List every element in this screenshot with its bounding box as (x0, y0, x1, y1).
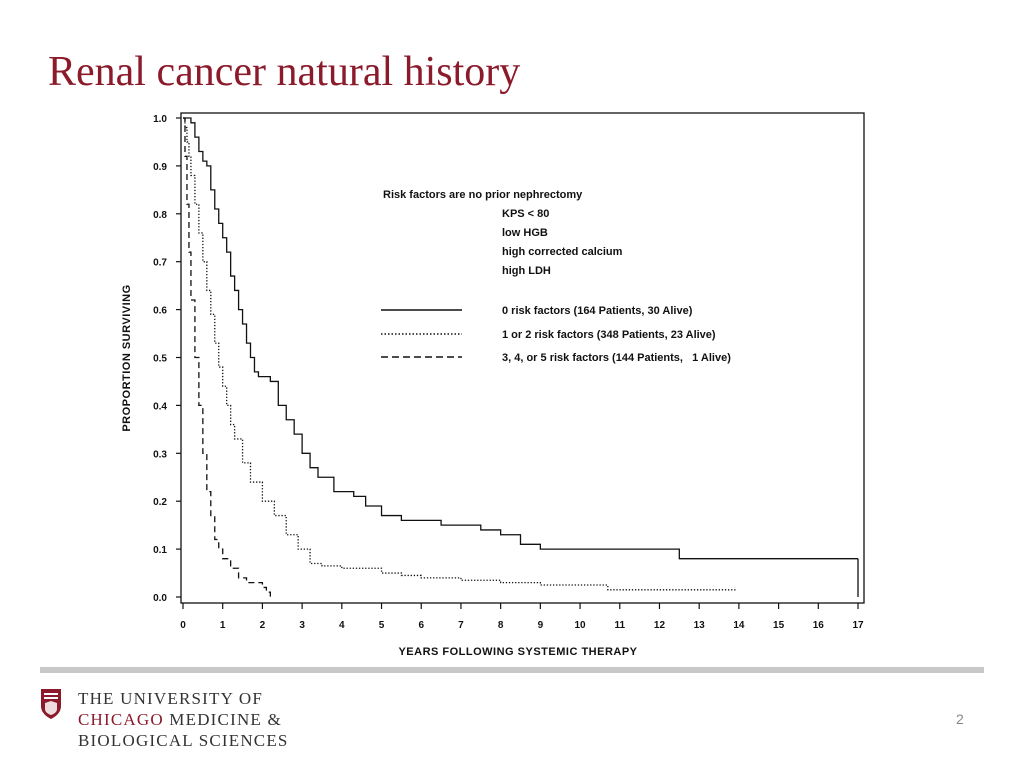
institution-line-2: CHICAGO MEDICINE & (78, 709, 289, 730)
x-tick-label: 0 (180, 620, 186, 631)
x-tick-label: 2 (260, 620, 266, 631)
x-tick-label: 6 (418, 620, 424, 631)
legend-entry-0-risk: 0 risk factors (164 Patients, 30 Alive) (502, 305, 693, 317)
x-tick-label: 9 (538, 620, 544, 631)
legend-header-line-4: high corrected calcium (502, 246, 623, 258)
y-tick-label: 0.6 (153, 306, 167, 317)
x-tick-label: 7 (458, 620, 464, 631)
x-tick-label: 10 (574, 620, 586, 631)
footer-divider (40, 667, 984, 673)
university-shield-icon (41, 689, 61, 719)
institution-line-3: BIOLOGICAL SCIENCES (78, 731, 289, 750)
x-tick-label: 15 (773, 620, 785, 631)
y-tick-label: 1.0 (153, 114, 167, 125)
institution-name: THE UNIVERSITY OF CHICAGO MEDICINE & BIO… (78, 688, 289, 751)
x-axis-title: YEARS FOLLOWING SYSTEMIC THERAPY (398, 646, 637, 658)
x-tick-label: 11 (614, 620, 625, 631)
institution-line-1: THE UNIVERSITY OF (78, 689, 264, 708)
survival-chart: 0 1 2 3 4 5 6 7 8 9 10 11 12 13 14 15 16 170.00.10.20.30.… (121, 112, 865, 658)
x-tick-label: 17 (852, 620, 864, 631)
series-lines (183, 117, 859, 597)
x-tick-label: 8 (498, 620, 504, 631)
series-line-dashed (183, 117, 272, 597)
legend-entry-3-5-risk: 3, 4, or 5 risk factors (144 Patients, 1… (502, 352, 731, 364)
y-tick-label: 0.9 (153, 162, 167, 173)
legend-entry-1-2-risk: 1 or 2 risk factors (348 Patients, 23 Al… (502, 329, 716, 341)
y-axis-title: PROPORTION SURVIVING (121, 284, 133, 431)
y-tick-label: 0.3 (153, 449, 167, 460)
x-tick-label: 12 (654, 620, 666, 631)
legend-header-line-1: Risk factors are no prior nephrectomy (383, 189, 583, 201)
y-tick-label: 0.1 (153, 545, 167, 556)
y-tick-label: 0.5 (153, 354, 167, 365)
institution-medicine: MEDICINE & (163, 710, 282, 729)
page-number: 2 (956, 711, 964, 727)
series-line-dotted (183, 117, 736, 591)
legend-header-line-3: low HGB (502, 227, 548, 239)
x-tick-label: 1 (220, 620, 226, 631)
y-tick-label: 0.2 (153, 497, 167, 508)
legend: Risk factors are no prior nephrectomy KP… (381, 189, 731, 364)
institution-chicago: CHICAGO (78, 710, 164, 729)
x-tick-label: 13 (694, 620, 706, 631)
x-tick-label: 5 (379, 620, 385, 631)
y-tick-label: 0.7 (153, 258, 167, 269)
y-tick-label: 0.0 (153, 593, 167, 604)
axes: 0 1 2 3 4 5 6 7 8 9 10 11 12 13 14 15 16 170.00.10.20.30.… (153, 114, 864, 631)
y-tick-label: 0.8 (153, 210, 167, 221)
series-line-solid (183, 117, 858, 560)
x-tick-label: 14 (733, 620, 745, 631)
x-tick-label: 16 (813, 620, 825, 631)
y-tick-label: 0.4 (153, 401, 167, 412)
legend-header-line-5: high LDH (502, 265, 551, 277)
x-tick-label: 3 (299, 620, 305, 631)
slide-title: Renal cancer natural history (48, 49, 521, 95)
x-tick-label: 4 (339, 620, 345, 631)
legend-header-line-2: KPS < 80 (502, 208, 549, 220)
